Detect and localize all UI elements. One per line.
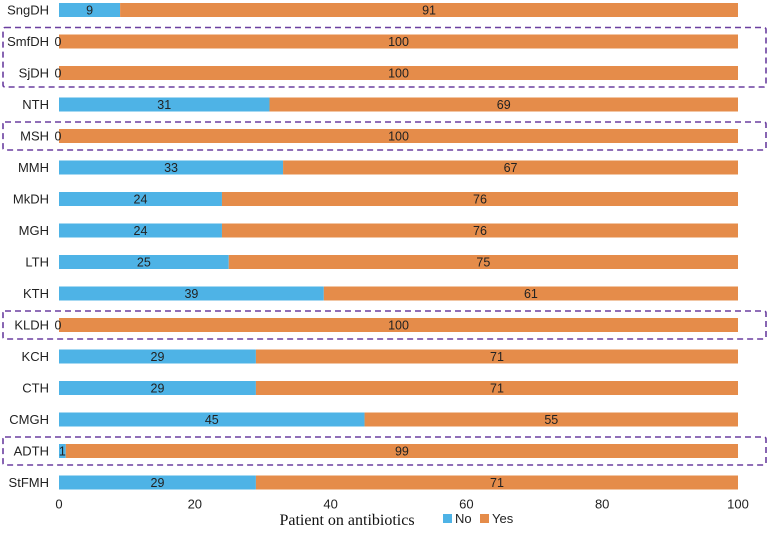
x-tick-label: 80: [595, 497, 609, 512]
data-label-yes: 75: [476, 256, 490, 270]
bar-no: [59, 286, 324, 301]
bar-no: [59, 192, 222, 206]
highlight-box: [2, 436, 767, 466]
x-tick-label: 20: [188, 497, 202, 512]
bar-yes: [255, 475, 738, 490]
bar-yes: [221, 192, 738, 206]
data-label-no: 1: [59, 445, 66, 459]
bar-no: [59, 255, 229, 269]
bar-yes: [59, 34, 738, 49]
data-label-no: 29: [151, 350, 165, 364]
highlight-box: [2, 121, 767, 151]
category-label: KCH: [22, 349, 49, 364]
bars-layer: [59, 3, 739, 490]
bar-yes: [59, 66, 738, 80]
category-label: MGH: [19, 223, 49, 238]
data-label-yes: 71: [490, 382, 504, 396]
bar-yes: [59, 129, 738, 143]
legend-label-yes: Yes: [492, 511, 514, 526]
data-label-no: 45: [205, 413, 219, 427]
data-label-no: 9: [86, 4, 93, 18]
x-axis: 0 20 40 60 80 100: [55, 497, 748, 512]
category-label: KLDH: [14, 318, 49, 333]
data-label-no: 33: [164, 161, 178, 175]
category-label: SmfDH: [7, 34, 49, 49]
category-label: MSH: [20, 129, 49, 144]
bar-no: [59, 475, 256, 490]
data-label-no: 25: [137, 256, 151, 270]
bar-no: [59, 97, 270, 112]
bar-yes: [255, 349, 738, 364]
bar-yes: [255, 381, 738, 395]
data-label-no: 0: [55, 67, 62, 81]
data-label-no: 24: [134, 193, 148, 207]
bar-yes: [65, 444, 739, 458]
data-label-no: 31: [157, 98, 171, 112]
bar-no: [59, 349, 256, 364]
x-tick-label: 40: [323, 497, 337, 512]
bar-yes: [59, 318, 738, 332]
data-label-yes: 100: [388, 319, 409, 333]
category-label: CTH: [22, 381, 49, 396]
legend: No Yes: [443, 511, 514, 526]
data-label-yes: 71: [490, 350, 504, 364]
category-label: NTH: [22, 97, 49, 112]
data-label-no: 29: [151, 382, 165, 396]
category-label: KTH: [23, 286, 49, 301]
footer: Patient on antibiotics No Yes: [279, 511, 513, 529]
category-label: ADTH: [14, 444, 49, 459]
bar-yes: [323, 286, 738, 301]
bar-no: [59, 412, 365, 427]
bar-no: [59, 223, 222, 238]
data-label-yes: 91: [422, 4, 436, 18]
data-label-yes: 100: [388, 67, 409, 81]
category-label: MMH: [18, 160, 49, 175]
bar-yes: [228, 255, 738, 269]
data-label-no: 29: [151, 476, 165, 490]
bar-yes: [269, 97, 738, 112]
bar-yes: [364, 412, 738, 427]
legend-swatch-no: [443, 514, 452, 523]
data-label-yes: 61: [524, 287, 538, 301]
data-label-yes: 69: [497, 98, 511, 112]
bar-yes: [120, 3, 739, 17]
data-label-yes: 100: [388, 130, 409, 144]
category-label: MkDH: [13, 192, 49, 207]
data-label-no: 0: [55, 35, 62, 49]
x-tick-label: 0: [55, 497, 62, 512]
data-label-no: 39: [184, 287, 198, 301]
data-label-yes: 99: [395, 445, 409, 459]
x-tick-label: 100: [727, 497, 749, 512]
x-tick-label: 60: [459, 497, 473, 512]
highlight-boxes: [2, 26, 767, 466]
data-label-no: 0: [55, 319, 62, 333]
data-label-no: 24: [134, 224, 148, 238]
data-label-yes: 76: [473, 224, 487, 238]
category-label: LTH: [25, 255, 49, 270]
bar-yes: [283, 160, 738, 175]
legend-swatch-yes: [480, 514, 489, 523]
category-label: SjDH: [19, 66, 49, 81]
category-label: StFMH: [9, 475, 49, 490]
data-label-yes: 100: [388, 35, 409, 49]
bar-no: [59, 160, 284, 175]
data-label-yes: 67: [504, 161, 518, 175]
bar-no: [59, 3, 121, 17]
bar-no: [59, 381, 256, 395]
data-label-yes: 55: [544, 413, 558, 427]
bar-yes: [221, 223, 738, 238]
legend-label-no: No: [455, 511, 472, 526]
data-label-no: 0: [55, 130, 62, 144]
data-label-yes: 76: [473, 193, 487, 207]
category-label: CMGH: [9, 412, 49, 427]
data-label-yes: 71: [490, 476, 504, 490]
highlight-box: [2, 310, 767, 340]
bar-no: [59, 444, 66, 458]
x-axis-title: Patient on antibiotics: [279, 512, 414, 529]
category-label: SngDH: [7, 3, 49, 18]
